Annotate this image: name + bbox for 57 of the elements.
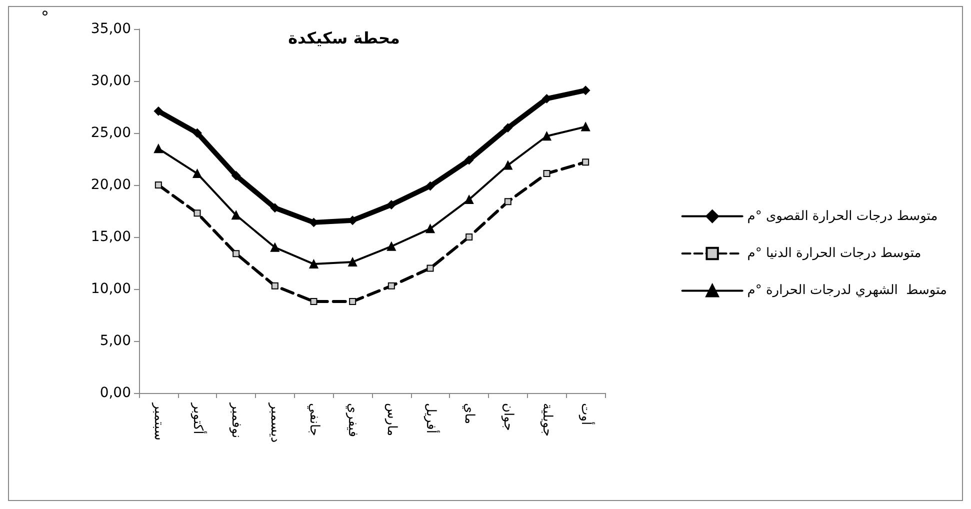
x-tick-label: أكتوبر [190, 402, 207, 434]
point [386, 200, 396, 210]
y-tick-label: 0,00 [100, 385, 131, 401]
point [192, 128, 202, 138]
point [154, 182, 162, 188]
x-tick-label: جانفي [306, 403, 322, 436]
y-tick-label: 15,00 [90, 229, 131, 245]
chart-title: محطة سكيكدة [288, 28, 400, 48]
point [464, 156, 474, 165]
y-tick-label: 35,00 [90, 21, 131, 37]
point [232, 250, 240, 258]
x-tick-label: أفريل [422, 403, 440, 434]
point [503, 123, 512, 132]
point [466, 234, 473, 240]
point [543, 170, 550, 178]
point [192, 169, 202, 178]
point [426, 182, 435, 191]
point [388, 282, 395, 290]
point [270, 203, 280, 212]
x-tick-label: سبتمبر [150, 402, 166, 440]
point [542, 132, 552, 141]
point [232, 210, 241, 220]
y-tick-label: 30,00 [90, 73, 131, 89]
legend-label: متوسط درجات الحرارة الدنيا °م [747, 246, 922, 261]
legend-label: متوسط درجات الحرارة القصوى °م [747, 208, 938, 224]
x-tick-label: فيفري [345, 403, 360, 438]
point [503, 160, 512, 170]
legend-label: متوسط الشهري لدرجات الحرارة °م [747, 283, 948, 298]
point [349, 298, 356, 305]
x-tick-label: نوفمبر [228, 402, 244, 438]
point [426, 264, 434, 272]
point [232, 171, 241, 180]
y-tick-label: 5,00 [100, 333, 131, 349]
point [310, 298, 318, 305]
x-tick-label: جوان [500, 403, 516, 431]
point [154, 106, 163, 116]
point [271, 282, 278, 290]
y-tick-label: 20,00 [90, 177, 131, 193]
point [582, 158, 590, 166]
point [581, 122, 590, 132]
point [194, 210, 201, 217]
y-tick-label: 10,00 [90, 281, 131, 297]
x-tick-label: مارس [384, 403, 399, 436]
point [270, 242, 280, 252]
point [309, 260, 318, 269]
y-axis-title: ° [41, 8, 49, 26]
point [464, 195, 474, 204]
point [154, 144, 163, 154]
point [426, 224, 435, 234]
x-tick-label: ماي [462, 403, 477, 424]
y-tick-label: 25,00 [90, 125, 131, 141]
point [348, 257, 358, 266]
x-tick-label: ديسمبر [267, 402, 282, 443]
point [504, 198, 512, 206]
x-tick-label: أوت [578, 403, 596, 426]
x-tick-label: جويلية [539, 403, 554, 437]
point [386, 242, 396, 251]
